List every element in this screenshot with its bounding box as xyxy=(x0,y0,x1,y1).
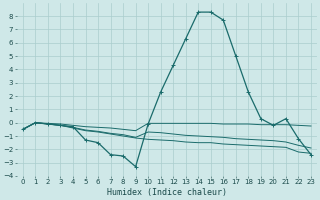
X-axis label: Humidex (Indice chaleur): Humidex (Indice chaleur) xyxy=(107,188,227,197)
